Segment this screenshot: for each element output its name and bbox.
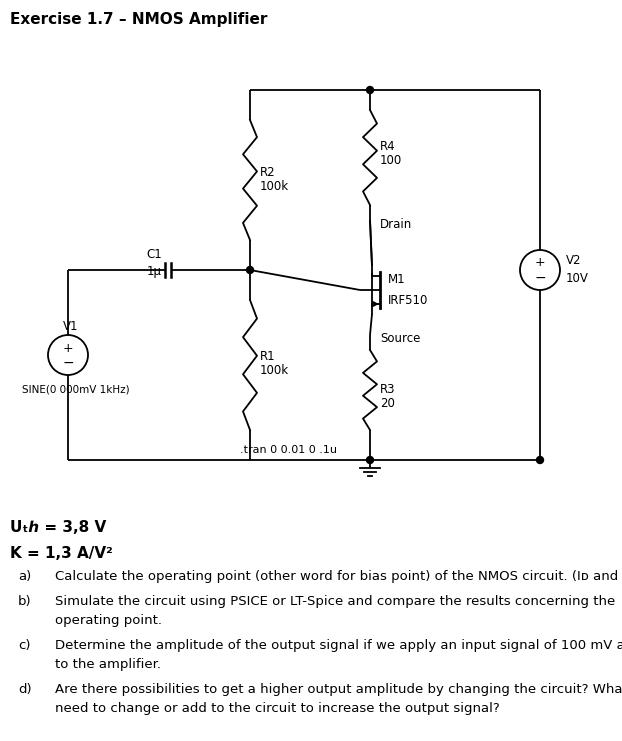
Text: R2: R2 (260, 165, 276, 179)
Text: IRF510: IRF510 (388, 294, 429, 307)
Text: R4: R4 (380, 141, 396, 153)
Circle shape (366, 87, 373, 93)
Text: a): a) (18, 570, 31, 583)
Text: b): b) (18, 595, 32, 608)
Text: Determine the amplitude of the output signal if we apply an input signal of 100 : Determine the amplitude of the output si… (55, 639, 622, 652)
Text: 100k: 100k (260, 179, 289, 193)
Text: R1: R1 (260, 350, 276, 364)
Text: R3: R3 (380, 383, 396, 396)
Text: 20: 20 (380, 397, 395, 410)
Text: Drain: Drain (380, 218, 412, 230)
Text: d): d) (18, 683, 32, 696)
Circle shape (366, 456, 373, 464)
Text: .tran 0 0.01 0 .1u: .tran 0 0.01 0 .1u (240, 445, 337, 455)
Text: Uₜℎ = 3,8 V: Uₜℎ = 3,8 V (10, 520, 106, 535)
Text: −: − (62, 356, 74, 370)
Text: 1μ: 1μ (147, 265, 162, 279)
Text: SINE(0 000mV 1kHz): SINE(0 000mV 1kHz) (22, 384, 129, 394)
Text: V1: V1 (63, 321, 78, 333)
Text: K = 1,3 A/V²: K = 1,3 A/V² (10, 546, 113, 561)
Text: need to change or add to the circuit to increase the output signal?: need to change or add to the circuit to … (55, 702, 499, 715)
Text: Are there possibilities to get a higher output amplitude by changing the circuit: Are there possibilities to get a higher … (55, 683, 622, 696)
Text: Source: Source (380, 333, 420, 345)
Text: 10V: 10V (566, 271, 589, 285)
Text: Simulate the circuit using PSICE or LT-Spice and compare the results concerning : Simulate the circuit using PSICE or LT-S… (55, 595, 615, 608)
Text: +: + (535, 256, 545, 270)
Text: Exercise 1.7 – NMOS Amplifier: Exercise 1.7 – NMOS Amplifier (10, 12, 267, 27)
Text: operating point.: operating point. (55, 614, 162, 627)
Text: 100k: 100k (260, 365, 289, 377)
Text: to the amplifier.: to the amplifier. (55, 658, 161, 671)
Text: C1: C1 (146, 247, 162, 261)
Text: Calculate the operating point (other word for bias point) of the NMOS circuit. (: Calculate the operating point (other wor… (55, 570, 622, 583)
Text: V2: V2 (566, 253, 582, 267)
Text: M1: M1 (388, 273, 406, 286)
Text: +: + (63, 342, 73, 354)
Circle shape (246, 267, 254, 273)
Text: 100: 100 (380, 155, 402, 167)
Circle shape (537, 456, 544, 464)
Text: −: − (534, 271, 546, 285)
Text: c): c) (18, 639, 30, 652)
